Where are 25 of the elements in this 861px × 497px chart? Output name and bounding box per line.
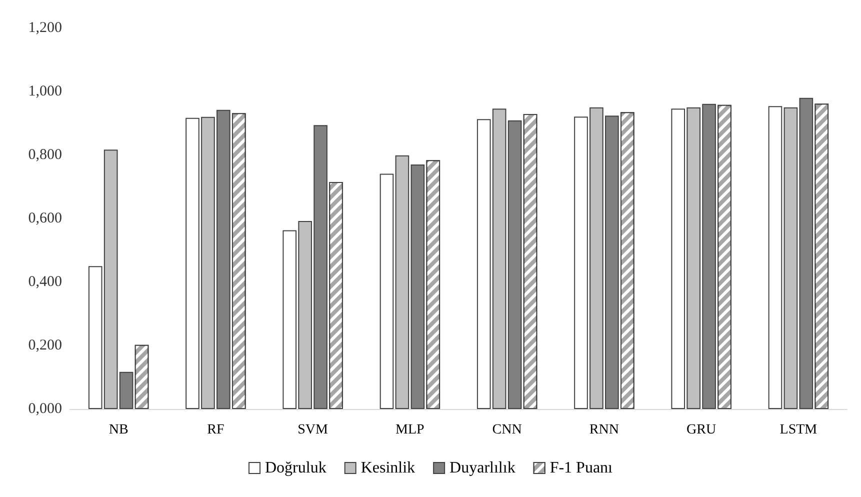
y-tick-label: 0,800 <box>28 147 62 163</box>
y-tick-label: 1,000 <box>28 84 62 100</box>
y-tick-label: 0,200 <box>28 338 62 354</box>
x-tick-label: SVM <box>298 422 329 438</box>
y-tick-label: 0,600 <box>28 210 62 226</box>
legend-label: Doğruluk <box>265 460 326 476</box>
x-tick-label: MLP <box>396 422 425 438</box>
bar <box>784 107 798 409</box>
bar <box>768 106 782 409</box>
x-tick-label: GRU <box>686 422 716 438</box>
x-tick-label: RNN <box>589 422 619 438</box>
bar <box>380 174 394 409</box>
x-tick-label: NB <box>108 422 128 438</box>
bar <box>395 155 410 409</box>
legend-label: Duyarlılık <box>450 460 516 476</box>
x-tick-label: CNN <box>492 422 522 438</box>
y-tick-label: 0,000 <box>28 401 62 417</box>
y-tick-label: 0,400 <box>28 274 62 290</box>
y-tick-label: 1,200 <box>28 20 62 36</box>
bar <box>119 372 134 409</box>
bar <box>508 120 522 409</box>
legend-label: Kesinlik <box>360 460 416 476</box>
x-tick-label: RF <box>207 422 224 438</box>
x-tick-label: LSTM <box>780 422 818 438</box>
legend-label: F-1 Puanı <box>550 460 614 476</box>
